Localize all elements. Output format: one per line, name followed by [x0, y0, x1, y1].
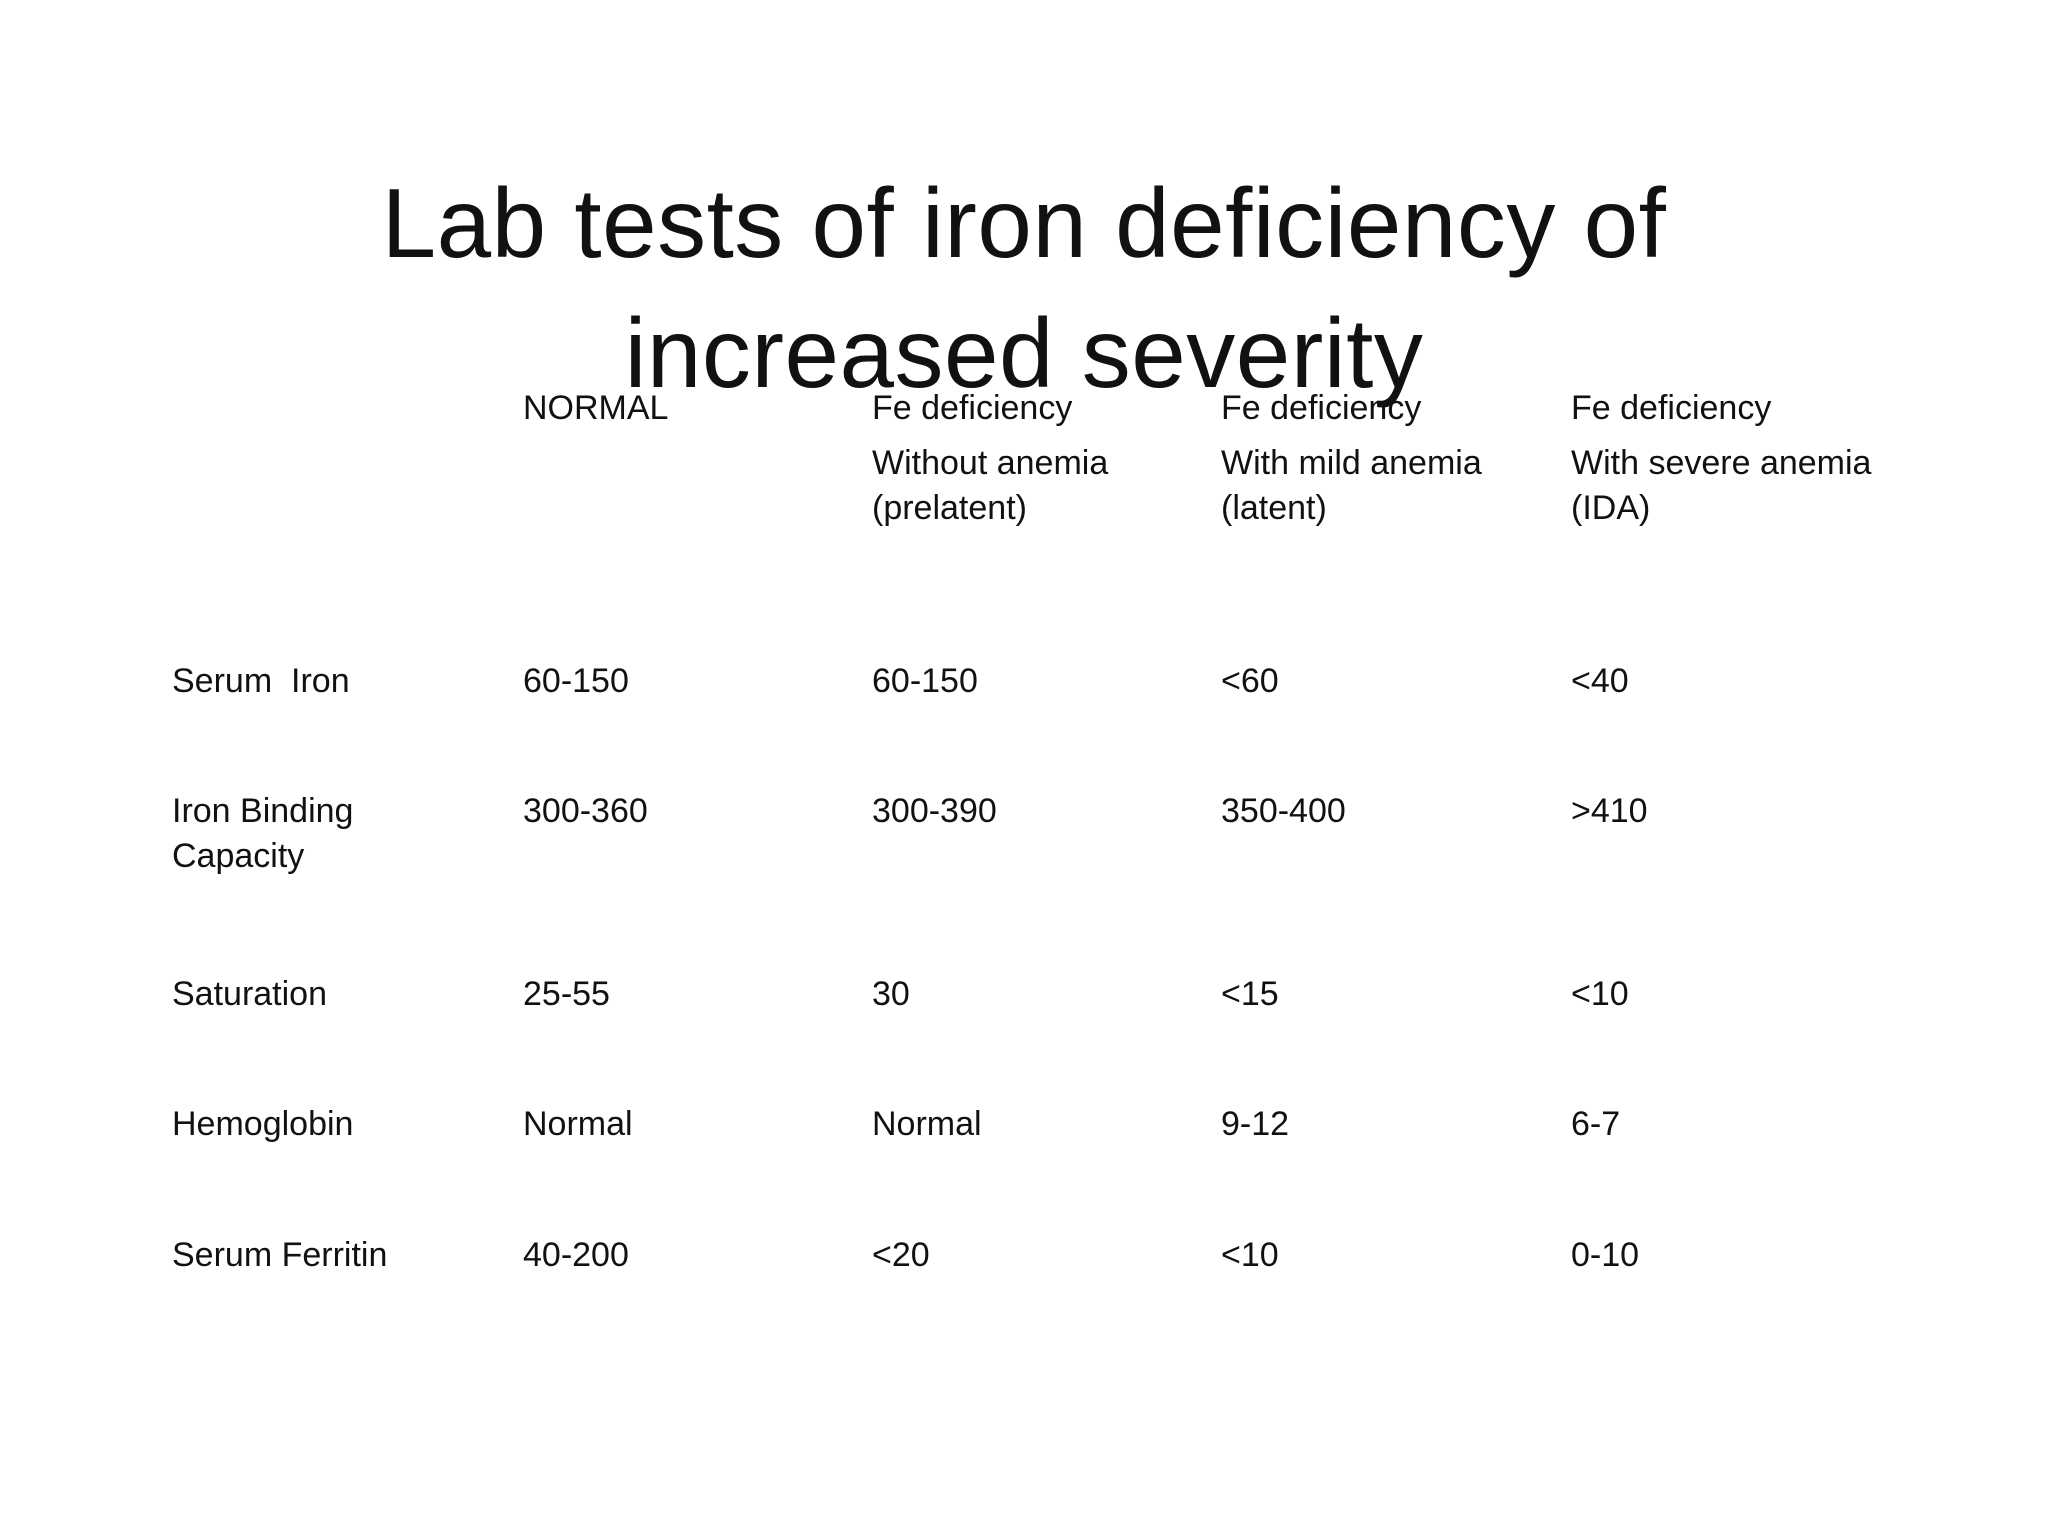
header-ida-line2: With severe anemia [1571, 444, 1872, 482]
table-cell: 6-7 [1571, 1105, 1621, 1143]
header-ida-line1: Fe deficiency [1571, 389, 1772, 427]
table-cell: 300-360 [523, 792, 648, 830]
header-prelatent: Fe deficiency Without anemia (prelatent) [872, 386, 1108, 531]
row-label-line1: Serum Ferritin [172, 1236, 388, 1274]
header-ida: Fe deficiency With severe anemia (IDA) [1571, 386, 1871, 531]
table-cell: <15 [1221, 975, 1279, 1013]
table-cell: 300-390 [872, 792, 997, 830]
header-normal-line1: NORMAL [523, 389, 669, 427]
table-cell: 60-150 [872, 662, 978, 700]
table-cell: <10 [1221, 1236, 1279, 1274]
table-cell: 9-12 [1221, 1105, 1290, 1143]
row-label: Serum Ferritin [172, 1233, 387, 1278]
table-cell: <60 [1221, 662, 1279, 700]
row-label: Saturation [172, 972, 327, 1017]
header-latent-line1: Fe deficiency [1221, 389, 1422, 427]
header-latent-line3: (latent) [1221, 489, 1327, 527]
header-prelatent-line2: Without anemia [872, 444, 1109, 482]
table-cell: Normal [872, 1105, 982, 1143]
header-prelatent-line1: Fe deficiency [872, 389, 1073, 427]
table-cell: >410 [1571, 792, 1648, 830]
row-label-line1: Serum Iron [172, 662, 350, 700]
title-line-1: Lab tests of iron deficiency of [381, 167, 1667, 278]
table-cell: <40 [1571, 662, 1629, 700]
row-label-line1: Iron Binding [172, 792, 354, 830]
table-cell: <20 [872, 1236, 930, 1274]
header-prelatent-line3: (prelatent) [872, 489, 1027, 527]
table-cell: 30 [872, 975, 910, 1013]
table-cell: 60-150 [523, 662, 629, 700]
table-cell: Normal [523, 1105, 633, 1143]
table-cell: 0-10 [1571, 1236, 1640, 1274]
row-label-line1: Hemoglobin [172, 1105, 354, 1143]
row-label: Hemoglobin [172, 1102, 353, 1147]
title-line-2: increased severity [624, 297, 1424, 408]
header-ida-line3: (IDA) [1571, 489, 1651, 527]
header-normal: NORMAL [523, 386, 668, 431]
table-cell: 350-400 [1221, 792, 1346, 830]
table-cell: 25-55 [523, 975, 610, 1013]
header-latent-line2: With mild anemia [1221, 444, 1482, 482]
row-label: Iron Binding Capacity [172, 789, 353, 879]
table-cell: 40-200 [523, 1236, 629, 1274]
header-latent: Fe deficiency With mild anemia (latent) [1221, 386, 1482, 531]
row-label-line2: Capacity [172, 837, 305, 875]
slide-title: Lab tests of iron deficiency of increase… [0, 158, 2048, 418]
row-label-line1: Saturation [172, 975, 327, 1013]
row-label: Serum Iron [172, 659, 350, 704]
table-cell: <10 [1571, 975, 1629, 1013]
